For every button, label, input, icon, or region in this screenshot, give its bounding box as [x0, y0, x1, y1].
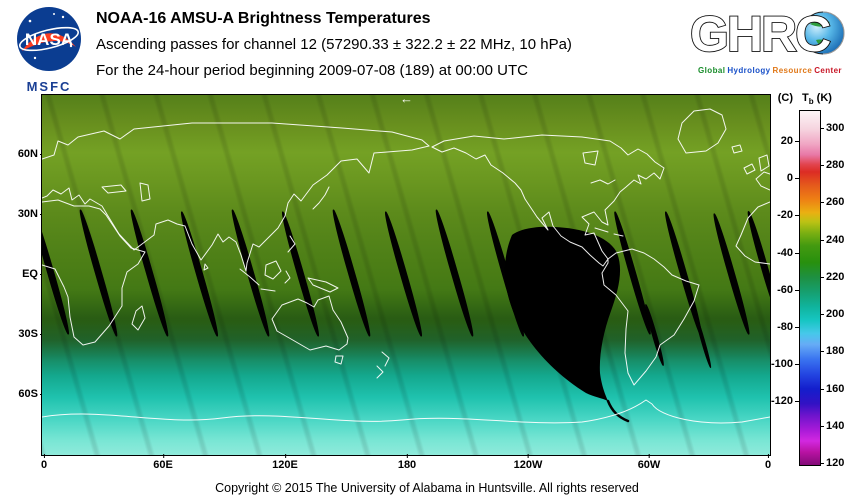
copyright-line: Copyright © 2015 The University of Alaba… — [215, 481, 639, 495]
map-canvas: ← — [41, 94, 771, 456]
yaxis-label-30N: 30N — [17, 208, 45, 220]
yaxis-label-EQ: EQ — [22, 268, 44, 280]
coast-caribbean — [594, 227, 624, 237]
coast-east-asia-mideast-europe — [42, 145, 430, 272]
page-subtitle: Ascending passes for channel 12 (57290.3… — [96, 36, 572, 53]
coast-greenland — [677, 108, 727, 154]
colorbar-kelvin-unit: Tb (K) — [802, 92, 832, 106]
colorbar-gradient — [799, 110, 821, 466]
celsius-tick-0: 0 — [786, 172, 800, 184]
xaxis-label-180: 180 — [397, 454, 417, 471]
xaxis-label-60W: 60W — [637, 454, 661, 471]
ghrc-logo-icon: GHRC — [689, 5, 845, 63]
coastlines-overlay — [42, 108, 770, 424]
coast-caspian-sea — [139, 182, 151, 202]
kelvin-tick-240: 240 — [819, 234, 845, 246]
kelvin-tick-300: 300 — [819, 122, 845, 134]
celsius-tick--120: -120 — [770, 395, 800, 407]
coast-hudson-bay — [582, 150, 599, 166]
large-data-gap-tail — [606, 399, 630, 423]
yaxis-label-60N: 60N — [17, 148, 45, 160]
ghrc-acronym: GHRC — [690, 6, 830, 62]
left-arrow-icon: ← — [400, 94, 413, 106]
coast-ireland — [743, 163, 756, 175]
nasa-block: NASA MSFC — [14, 6, 84, 94]
ghrc-tagline-word: Resource — [772, 66, 813, 75]
coast-japan — [312, 186, 330, 210]
celsius-tick--80: -80 — [777, 321, 799, 333]
coast-australia — [271, 295, 349, 351]
coast-north-america-west — [431, 146, 609, 267]
ghrc-tagline-word: Hydrology — [727, 66, 771, 75]
coast-madagascar — [131, 305, 146, 331]
kelvin-tick-260: 260 — [819, 196, 845, 208]
ghrc-logo: GHRC Global Hydrology Resource Center — [689, 5, 850, 75]
xaxis-label-120W: 120W — [513, 454, 543, 471]
kelvin-tick-120: 120 — [819, 457, 845, 469]
msfc-label: MSFC — [26, 79, 72, 94]
tb-sub: b — [808, 97, 814, 107]
coast-south-america — [601, 248, 700, 386]
tb-suffix: (K) — [813, 92, 832, 104]
ghrc-tagline: Global Hydrology Resource Center — [690, 66, 850, 75]
celsius-tick-20: 20 — [780, 135, 800, 147]
kelvin-tick-140: 140 — [819, 420, 845, 432]
xaxis-label-60E: 60E — [153, 454, 173, 471]
coast-antarctica — [42, 399, 770, 424]
celsius-tick--20: -20 — [777, 209, 799, 221]
xaxis-label-120E: 120E — [272, 454, 298, 471]
kelvin-tick-220: 220 — [819, 271, 845, 283]
xaxis-label-0L: 0 — [40, 454, 48, 471]
coast-north-america-east — [431, 134, 665, 260]
kelvin-tick-200: 200 — [819, 308, 845, 320]
ghrc-tagline-word: Global — [698, 66, 726, 75]
yaxis-label-60S: 60S — [18, 388, 44, 400]
coast-iceland — [731, 144, 743, 154]
coast-arctic-eurasia — [42, 122, 430, 160]
tb-prefix: T — [802, 92, 809, 104]
coast-sri-lanka — [203, 263, 209, 271]
large-data-gap — [504, 226, 621, 401]
kelvin-tick-160: 160 — [819, 383, 845, 395]
coast-africa — [42, 199, 146, 346]
coast-tasmania — [334, 355, 344, 365]
kelvin-tick-180: 180 — [819, 345, 845, 357]
xaxis-label-0R: 0 — [764, 454, 772, 471]
coast-west-africa-fragment — [735, 201, 770, 265]
header: NASA MSFC NOAA-16 AMSU-A Brightness Temp… — [0, 0, 854, 95]
coast-black-sea — [101, 184, 127, 194]
coast-indonesia-philippines — [239, 235, 339, 293]
globe-icon — [801, 11, 845, 55]
nasa-meatball-icon: NASA — [17, 7, 81, 71]
period-line: For the 24-hour period beginning 2009-07… — [96, 62, 528, 79]
celsius-tick--100: -100 — [770, 358, 800, 370]
coast-new-zealand — [376, 351, 390, 379]
kelvin-tick-280: 280 — [819, 159, 845, 171]
yaxis-label-30S: 30S — [18, 328, 44, 340]
celsius-tick--40: -40 — [777, 247, 799, 259]
coast-iberia-fragment — [755, 171, 770, 191]
page-title: NOAA-16 AMSU-A Brightness Temperatures — [96, 10, 431, 27]
colorbar-celsius-unit: (C) — [777, 92, 793, 104]
coast-great-lakes — [590, 179, 616, 185]
nasa-wordmark: NASA — [25, 30, 73, 49]
celsius-tick--60: -60 — [777, 284, 799, 296]
coast-britain — [758, 154, 770, 172]
ghrc-tagline-word: Center — [814, 66, 842, 75]
